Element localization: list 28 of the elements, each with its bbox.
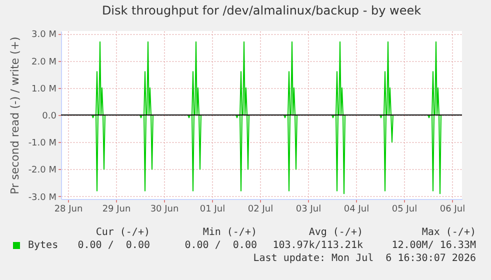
text: Max (-/+) — [422, 227, 476, 238]
text: 12.00M/ 16.33M — [392, 240, 476, 251]
text: Cur (-/+) — [96, 227, 150, 238]
text: Avg (-/+) — [308, 227, 363, 238]
x-tick-label: 06 Jul — [440, 204, 466, 214]
text: 0.00 / 0.00 — [184, 240, 257, 251]
x-tick-label: 02 Jul — [248, 204, 274, 214]
x-tick-label: 05 Jul — [392, 204, 418, 214]
legend-label: Bytes — [28, 240, 58, 251]
y-tick-label: 1.0 M — [32, 84, 56, 94]
x-tick-label: 04 Jul — [344, 204, 370, 214]
x-tick-label: 03 Jul — [296, 204, 322, 214]
chart-title: Disk throughput for /dev/almalinux/backup - by week — [102, 4, 422, 18]
text: 103.97k/113.21k — [272, 240, 363, 251]
y-tick-label: -3.0 M — [28, 192, 56, 203]
text: Last update: Mon Jul 6 16:30:07 2026 — [253, 253, 476, 264]
y-tick-label: 2.0 M — [32, 57, 56, 68]
y-tick-label: 0.0 — [42, 112, 57, 122]
y-tick-label: 3.0 M — [32, 30, 56, 40]
y-axis-title: Pr second read (-) / write (+) — [8, 36, 22, 194]
text: 0.00 / 0.00 — [78, 240, 150, 251]
y-tick-label: -2.0 M — [28, 166, 56, 176]
text: Min (-/+) — [202, 227, 257, 238]
x-tick-label: 29 Jun — [102, 204, 131, 214]
y-tick-label: -1.0 M — [28, 138, 56, 149]
x-tick-label: 01 Jul — [200, 204, 226, 214]
x-tick-label: 30 Jun — [150, 204, 179, 214]
x-tick-label: 28 Jun — [54, 204, 83, 214]
